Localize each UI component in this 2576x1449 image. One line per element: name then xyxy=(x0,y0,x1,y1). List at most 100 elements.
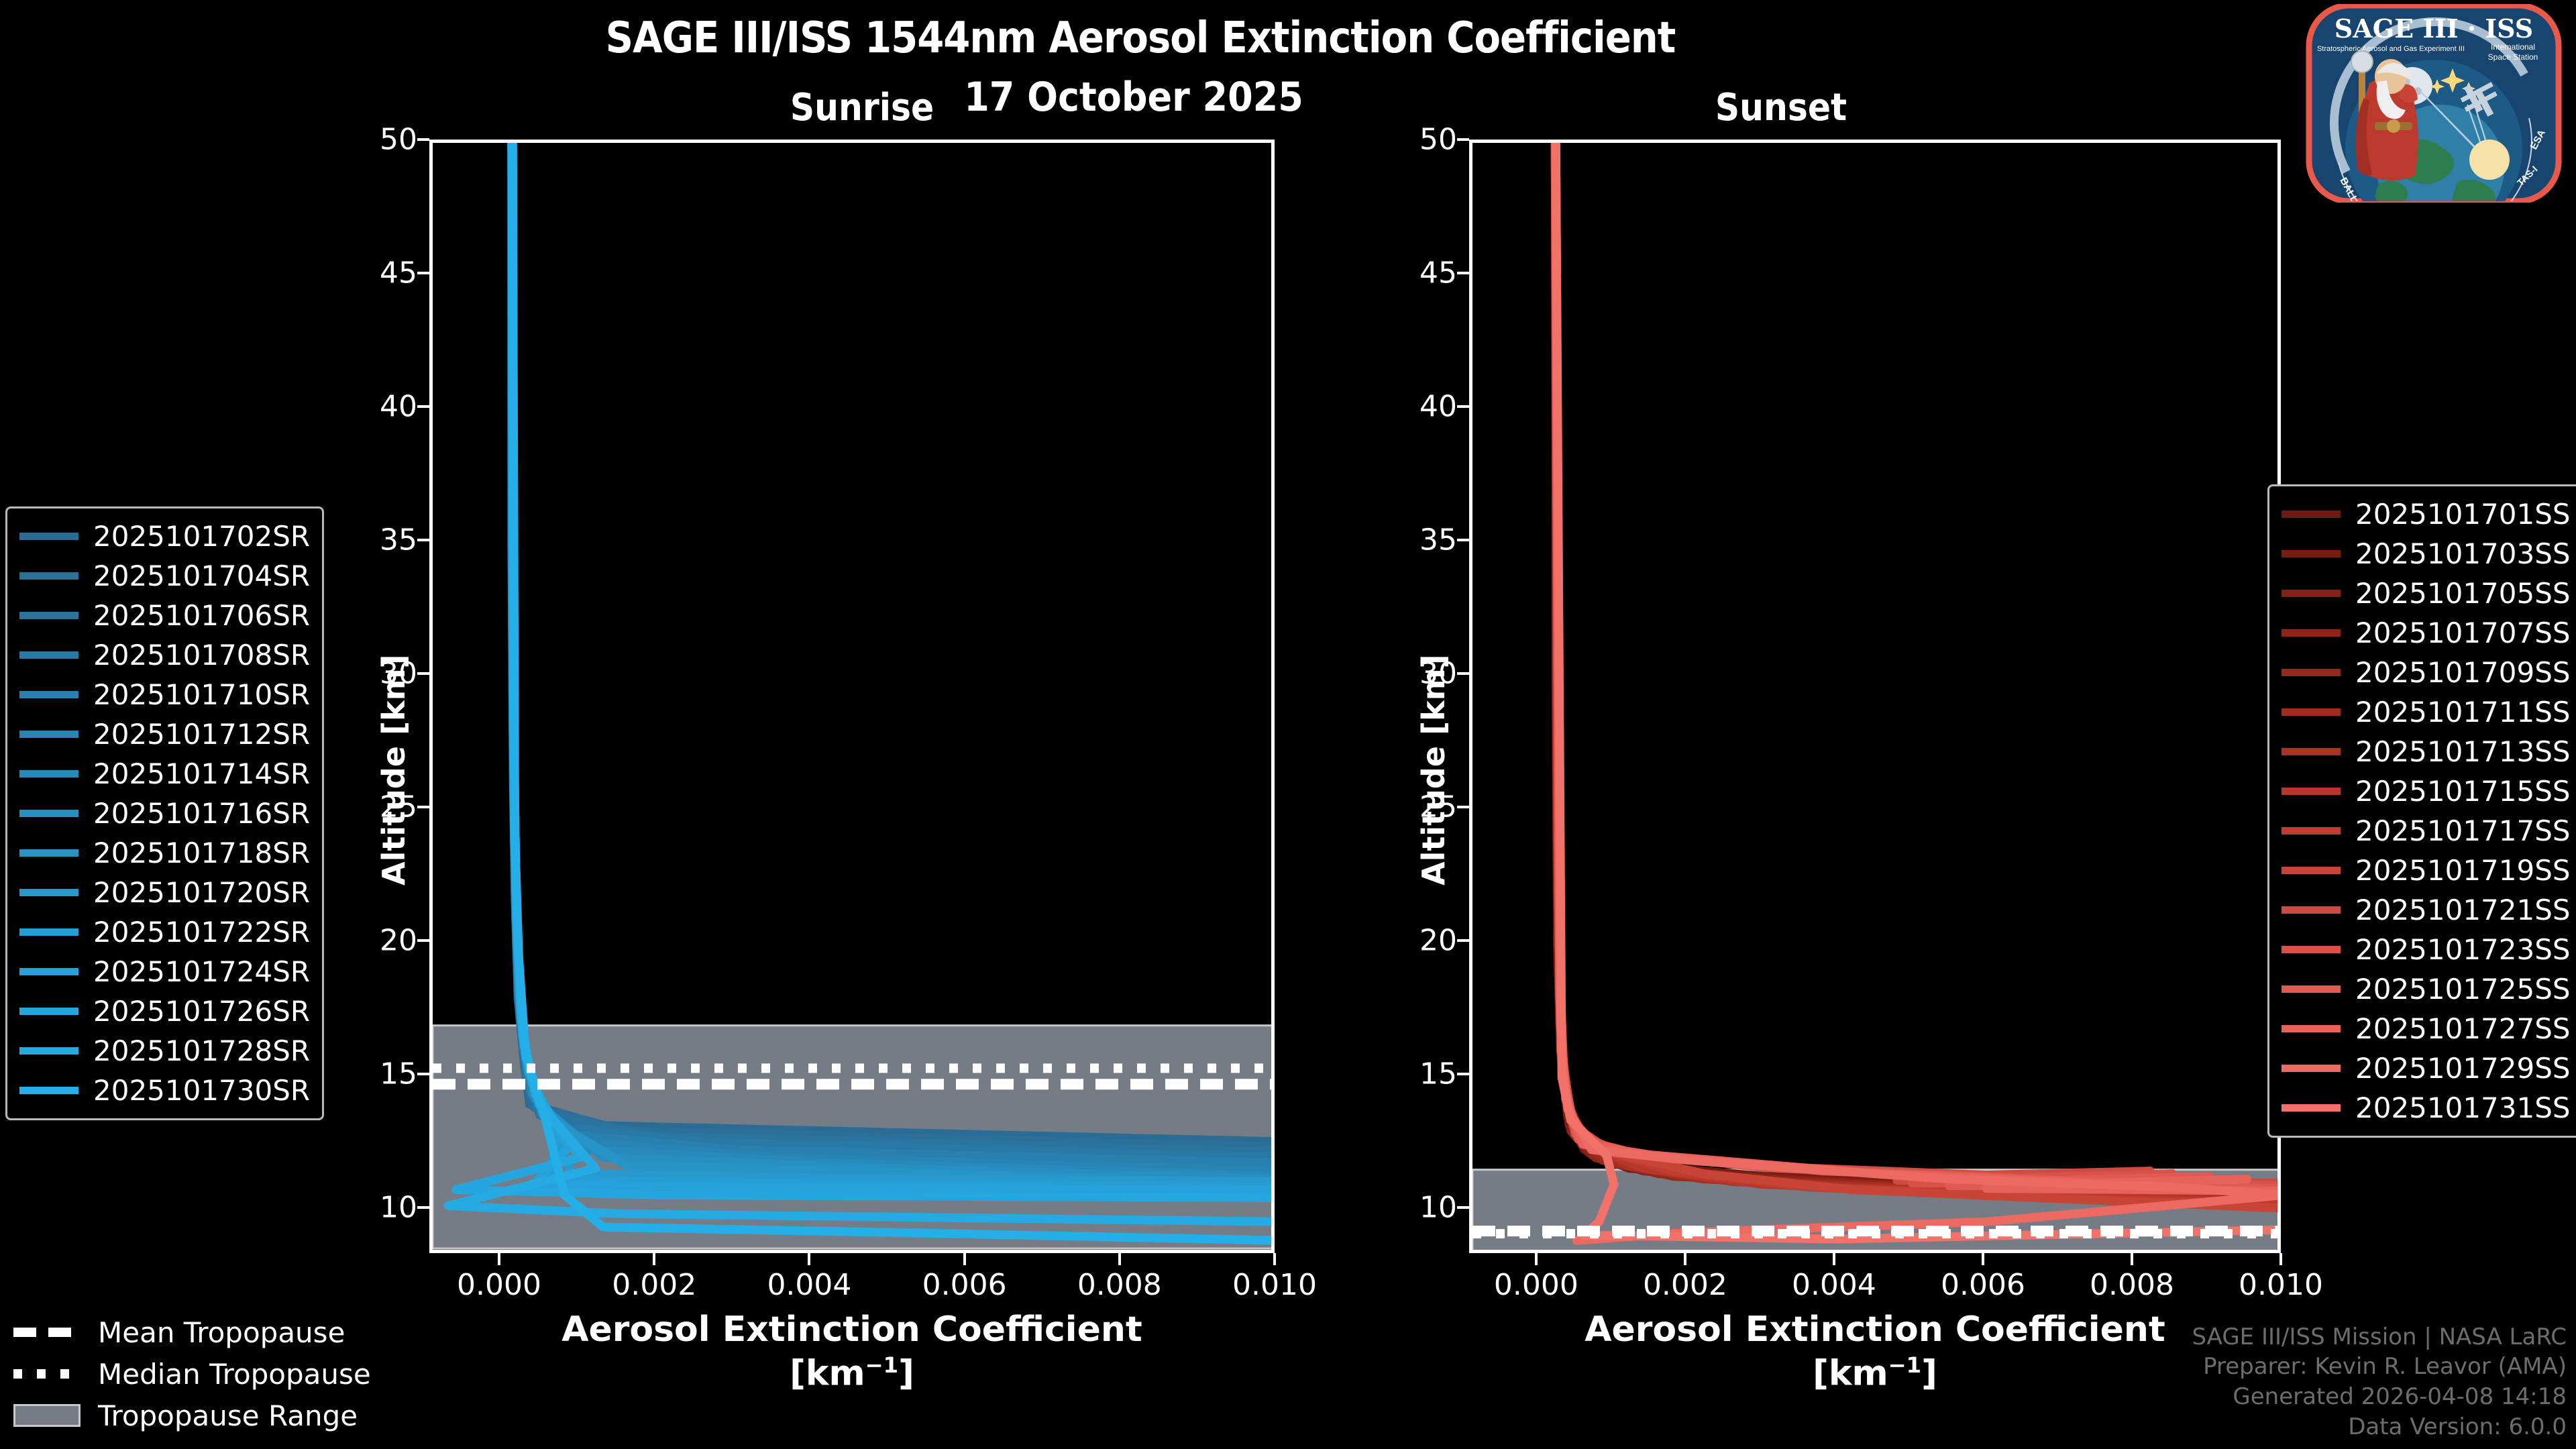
y-axis-tick-label: 20 xyxy=(1419,923,1457,958)
legend-item-label: 2025101724SR xyxy=(93,955,311,988)
legend-item-median-tropopause: Median Tropopause xyxy=(13,1353,371,1395)
legend-color-swatch xyxy=(2282,867,2341,874)
legend-item[interactable]: 2025101701SS xyxy=(2282,494,2571,534)
profile-line xyxy=(1551,143,2277,1194)
x-axis-tick-mark xyxy=(2279,1253,2282,1265)
legend-item[interactable]: 2025101712SR xyxy=(19,714,310,754)
legend-color-swatch xyxy=(19,770,78,777)
legend-item[interactable]: 2025101715SS xyxy=(2282,771,2571,811)
shaded-band-icon xyxy=(13,1404,80,1427)
y-axis-tick-label: 25 xyxy=(380,790,417,824)
profile-line xyxy=(1550,143,2277,1213)
profile-line xyxy=(507,143,1271,1162)
y-axis-tick-label: 30 xyxy=(1419,656,1457,691)
legend-item[interactable]: 2025101720SR xyxy=(19,873,310,912)
x-axis-tick-mark xyxy=(963,1253,966,1265)
legend-item[interactable]: 2025101708SR xyxy=(19,635,310,675)
y-axis-tick-mark xyxy=(1457,272,1469,275)
legend-item[interactable]: 2025101730SR xyxy=(19,1071,310,1110)
y-axis-tick-mark xyxy=(417,806,429,809)
legend-item-label: 2025101726SR xyxy=(93,995,311,1028)
legend-item[interactable]: 2025101718SR xyxy=(19,833,310,873)
legend-item-label: 2025101708SR xyxy=(93,639,311,672)
legend-item[interactable]: 2025101714SR xyxy=(19,754,310,794)
profile-line xyxy=(507,143,1271,1183)
legend-item-label: 2025101727SS xyxy=(2355,1012,2571,1045)
legend-color-swatch xyxy=(2282,906,2341,914)
profile-line xyxy=(1551,143,2277,1245)
legend-item[interactable]: 2025101706SR xyxy=(19,596,310,635)
profile-line xyxy=(1551,143,2277,1191)
svg-text:International: International xyxy=(2491,42,2535,52)
legend-item[interactable]: 2025101721SS xyxy=(2282,890,2571,930)
y-axis-tick-label: 40 xyxy=(380,389,417,424)
legend-item[interactable]: 2025101703SS xyxy=(2282,534,2571,574)
legend-color-swatch xyxy=(19,889,78,896)
credits-line-generated: Generated 2026-04-08 14:18 xyxy=(2233,1383,2567,1411)
sunset-panel-label: Sunset xyxy=(1715,86,1847,129)
legend-item-label: 2025101710SR xyxy=(93,678,311,711)
legend-item[interactable]: 2025101716SR xyxy=(19,794,310,833)
sunset-x-axis-label: Aerosol Extinction Coefficient [km−1] xyxy=(1585,1309,2165,1394)
profile-line xyxy=(1550,143,2277,1193)
sunrise-legend: 2025101702SR 2025101704SR 2025101706SR 2025… xyxy=(5,506,325,1120)
legend-item[interactable]: 2025101709SS xyxy=(2282,653,2571,692)
legend-item[interactable]: 2025101729SS xyxy=(2282,1049,2571,1088)
tropopause-range-label: Tropopause Range xyxy=(98,1399,358,1432)
legend-item[interactable]: 2025101722SR xyxy=(19,912,310,952)
y-axis-tick-mark xyxy=(1457,672,1469,676)
page-subtitle: 17 October 2025 xyxy=(964,74,1303,121)
badge-title: SAGE III · ISS xyxy=(2334,13,2533,44)
y-axis-tick-mark xyxy=(1457,539,1469,542)
legend-color-swatch xyxy=(19,1087,78,1094)
y-axis-tick-mark xyxy=(1457,1073,1469,1076)
legend-item[interactable]: 2025101727SS xyxy=(2282,1009,2571,1049)
tropopause-legend: Mean Tropopause Median Tropopause Tropop… xyxy=(13,1311,371,1436)
dashed-line-icon xyxy=(13,1328,80,1337)
x-axis-tick-mark xyxy=(1832,1253,1835,1265)
legend-item-label: 2025101731SS xyxy=(2355,1091,2571,1124)
legend-item[interactable]: 2025101723SS xyxy=(2282,930,2571,969)
legend-color-swatch xyxy=(2282,748,2341,755)
legend-item-label: 2025101721SS xyxy=(2355,894,2571,926)
y-axis-tick-label: 10 xyxy=(380,1190,417,1225)
legend-item-label: 2025101713SS xyxy=(2355,735,2571,768)
profile-line xyxy=(1551,143,2277,1187)
sunset-legend: 2025101701SS 2025101703SS 2025101705SS 2025… xyxy=(2267,484,2576,1138)
legend-item-label: 2025101706SR xyxy=(93,599,311,632)
y-axis-tick-mark xyxy=(417,1206,429,1210)
legend-item[interactable]: 2025101728SR xyxy=(19,1031,310,1071)
legend-item-label: 2025101711SS xyxy=(2355,696,2571,729)
legend-color-swatch xyxy=(19,968,78,975)
profile-line xyxy=(507,143,1271,1146)
legend-item[interactable]: 2025101713SS xyxy=(2282,732,2571,771)
legend-item[interactable]: 2025101731SS xyxy=(2282,1088,2571,1128)
x-axis-tick-label: 0.010 xyxy=(2239,1268,2323,1302)
x-axis-tick-label: 0.004 xyxy=(767,1268,852,1302)
legend-color-swatch xyxy=(2282,1104,2341,1112)
legend-item[interactable]: 2025101711SS xyxy=(2282,692,2571,732)
legend-item[interactable]: 2025101717SS xyxy=(2282,811,2571,851)
legend-item[interactable]: 2025101724SR xyxy=(19,952,310,991)
profile-line xyxy=(1551,143,2277,1210)
legend-item[interactable]: 2025101707SS xyxy=(2282,613,2571,653)
profile-line xyxy=(1551,143,2277,1199)
legend-item[interactable]: 2025101726SR xyxy=(19,991,310,1031)
legend-color-swatch xyxy=(19,691,78,698)
legend-item[interactable]: 2025101725SS xyxy=(2282,969,2571,1009)
y-axis-tick-label: 25 xyxy=(1419,790,1457,824)
plot-canvas xyxy=(433,143,1271,1250)
legend-color-swatch xyxy=(2282,1025,2341,1032)
legend-item[interactable]: 2025101702SR xyxy=(19,517,310,556)
y-axis-tick-mark xyxy=(417,939,429,943)
x-axis-tick-mark xyxy=(808,1253,811,1265)
legend-item[interactable]: 2025101705SS xyxy=(2282,574,2571,613)
legend-item[interactable]: 2025101704SR xyxy=(19,556,310,596)
legend-color-swatch xyxy=(19,810,78,817)
legend-color-swatch xyxy=(2282,511,2341,518)
profile-line xyxy=(1551,143,2277,1189)
legend-item[interactable]: 2025101710SR xyxy=(19,675,310,714)
legend-color-swatch xyxy=(19,1047,78,1055)
legend-item[interactable]: 2025101719SS xyxy=(2282,851,2571,890)
y-axis-tick-label: 20 xyxy=(380,923,417,958)
